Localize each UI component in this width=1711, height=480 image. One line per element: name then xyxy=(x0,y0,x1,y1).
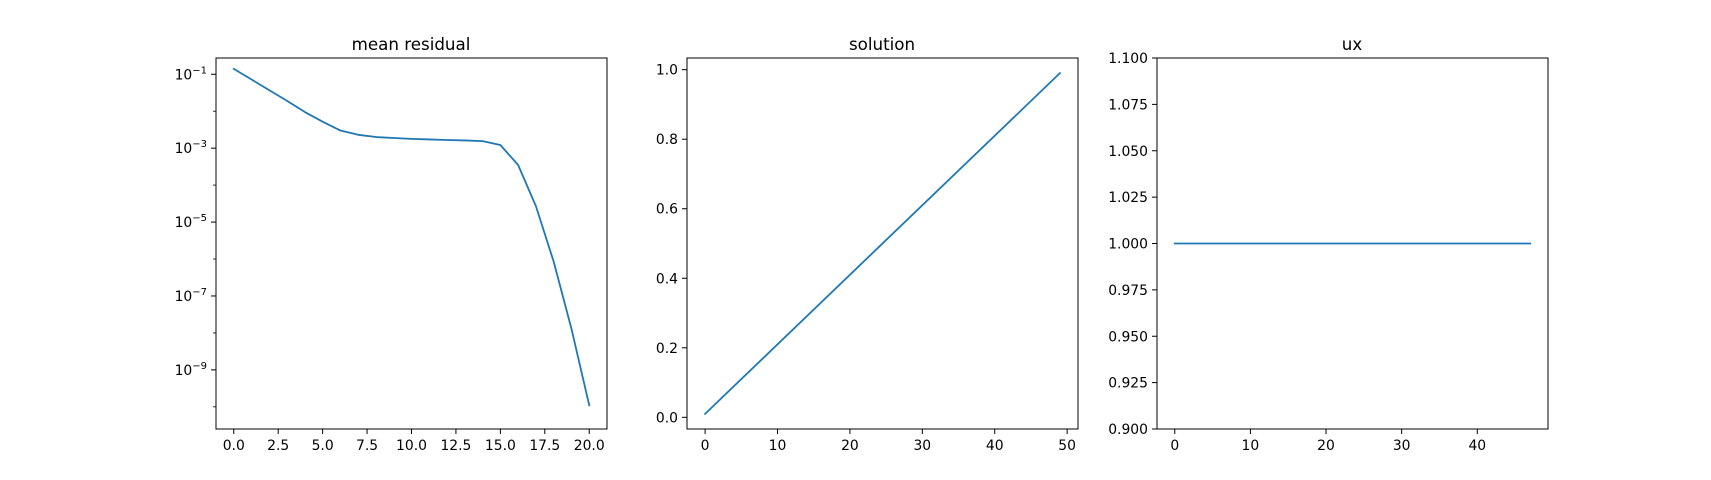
solution-y-tick-label: 0.6 xyxy=(656,202,678,218)
ux-y-tick-label: 1.075 xyxy=(1108,97,1148,113)
mean-residual-y-tick-label: 10−1 xyxy=(175,65,207,83)
solution-series-line xyxy=(703,71,1062,416)
solution-y-tick-label: 0.2 xyxy=(656,341,678,357)
solution-y-tick-label: 0.0 xyxy=(656,410,678,426)
mean-residual-panel: mean residual 0.0 2.5 5.0 7.5 10.0 12.5 15.0 17… xyxy=(175,34,608,454)
mean-residual-x-tick-label: 10.0 xyxy=(396,438,427,454)
ux-title: ux xyxy=(1342,34,1363,54)
mean-residual-y-tick-label: 10−7 xyxy=(175,287,207,305)
ux-x-tick-label: 30 xyxy=(1393,438,1411,454)
solution-y-tick-label: 0.8 xyxy=(656,132,678,148)
solution-x-tick-label: 0 xyxy=(701,438,710,454)
mean-residual-x-tick-label: 15.0 xyxy=(485,438,516,454)
ux-y-tick-label: 0.975 xyxy=(1108,283,1148,299)
mean-residual-x-tick-label: 20.0 xyxy=(574,438,605,454)
solution-panel: solution 0 10 20 30 40 50 0.0 0.2 0.4 0.6 0.8 1.0 xyxy=(656,34,1079,454)
ux-x-tick-label: 20 xyxy=(1317,438,1335,454)
solution-x-tick-label: 20 xyxy=(841,438,859,454)
solution-x-tick-label: 30 xyxy=(913,438,931,454)
ux-y-tick-label: 1.025 xyxy=(1108,190,1148,206)
mean-residual-x-tick-label: 7.5 xyxy=(356,438,378,454)
mean-residual-series-line xyxy=(232,67,591,407)
ux-y-tick-label: 0.925 xyxy=(1108,376,1148,392)
ux-y-tick-label: 0.900 xyxy=(1108,422,1148,438)
ux-y-tick-label: 1.000 xyxy=(1108,237,1148,253)
ux-y-tick-label: 1.050 xyxy=(1108,144,1148,160)
solution-y-tick-label: 0.4 xyxy=(656,271,678,287)
mean-residual-x-tick-label: 5.0 xyxy=(312,438,334,454)
mean-residual-y-tick-label: 10−5 xyxy=(175,213,207,231)
mean-residual-title: mean residual xyxy=(352,34,471,54)
ux-y-tick-label: 1.100 xyxy=(1108,51,1148,67)
mean-residual-x-tick-label: 2.5 xyxy=(267,438,289,454)
solution-x-tick-label: 10 xyxy=(769,438,787,454)
mean-residual-x-tick-label: 0.0 xyxy=(223,438,245,454)
solution-axes-frame xyxy=(686,57,1079,430)
ux-x-tick-label: 40 xyxy=(1468,438,1486,454)
solution-title: solution xyxy=(849,34,915,54)
ux-panel: ux 0 10 20 30 40 0.900 0.925 0.950 0.975 1.000 1.0… xyxy=(1108,34,1549,454)
mean-residual-x-tick-label: 12.5 xyxy=(440,438,471,454)
ux-x-tick-label: 0 xyxy=(1170,438,1179,454)
solution-y-tick-label: 1.0 xyxy=(656,63,678,79)
ux-y-tick-label: 0.950 xyxy=(1108,329,1148,345)
mean-residual-y-tick-label: 10−3 xyxy=(175,139,207,157)
mean-residual-y-tick-label: 10−9 xyxy=(175,361,207,379)
solution-x-tick-label: 40 xyxy=(986,438,1004,454)
ux-x-tick-label: 10 xyxy=(1242,438,1260,454)
mean-residual-x-tick-label: 17.5 xyxy=(529,438,560,454)
solution-x-tick-label: 50 xyxy=(1058,438,1076,454)
